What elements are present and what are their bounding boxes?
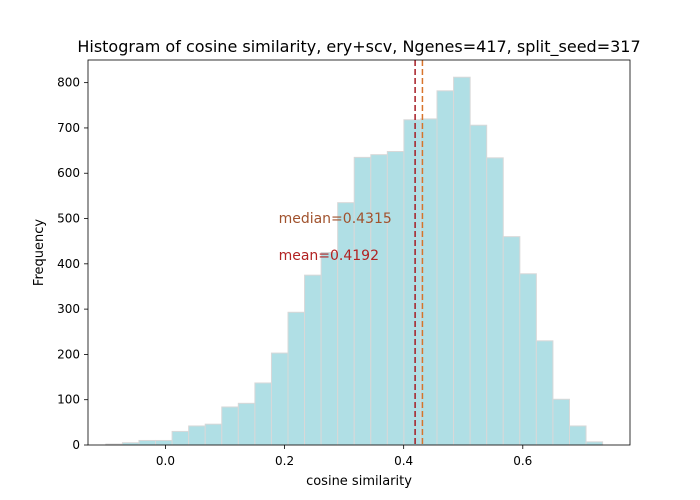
x-tick-label: 0.4 bbox=[394, 454, 413, 468]
histogram-bar bbox=[270, 352, 289, 446]
plot-frame bbox=[87, 59, 631, 446]
histogram-bar bbox=[386, 150, 405, 446]
histogram-bar bbox=[287, 311, 306, 446]
x-tick-label: 0.0 bbox=[156, 454, 175, 468]
y-tick-label: 400 bbox=[57, 257, 80, 271]
histogram-bar bbox=[204, 423, 223, 446]
histogram-bar bbox=[453, 76, 471, 446]
y-tick-label: 0 bbox=[72, 438, 80, 452]
histogram-bar bbox=[585, 441, 604, 446]
histogram-bar bbox=[552, 398, 570, 446]
y-tick-label: 100 bbox=[57, 393, 80, 407]
histogram-bar bbox=[320, 252, 339, 446]
histogram-bar bbox=[436, 90, 455, 446]
y-tick-label: 700 bbox=[57, 121, 80, 135]
y-tick-label: 200 bbox=[57, 347, 80, 361]
histogram-bar bbox=[486, 157, 504, 446]
histogram-bar bbox=[171, 430, 190, 446]
histogram-bar bbox=[188, 425, 206, 446]
histogram-bar bbox=[237, 402, 256, 446]
histogram-bar bbox=[254, 382, 272, 446]
y-axis-ticks: 0 100 200 300 400 500 600 700 800 bbox=[57, 76, 88, 452]
annotation-median: median=0.4315 bbox=[279, 211, 392, 227]
y-axis-label: Frequency bbox=[32, 219, 47, 286]
histogram-bar bbox=[469, 124, 488, 446]
histogram-bar bbox=[353, 156, 372, 446]
y-tick-label: 600 bbox=[57, 166, 80, 180]
histogram-bar bbox=[370, 154, 388, 446]
histogram-bar bbox=[138, 439, 157, 446]
histogram-bar bbox=[535, 340, 554, 446]
histogram-bar bbox=[403, 119, 421, 446]
annotations: median=0.4315 mean=0.4192 bbox=[279, 211, 392, 264]
histogram-bar bbox=[502, 236, 521, 446]
x-axis-ticks: 0.0 0.2 0.4 0.6 bbox=[156, 445, 532, 468]
y-tick-label: 800 bbox=[57, 76, 80, 90]
x-tick-label: 0.2 bbox=[275, 454, 294, 468]
histogram-bar bbox=[155, 439, 173, 446]
y-tick-label: 500 bbox=[57, 212, 80, 226]
histogram-bar bbox=[221, 406, 239, 446]
chart-title: Histogram of cosine similarity, ery+scv,… bbox=[77, 37, 640, 57]
reference-lines bbox=[414, 60, 424, 445]
x-tick-label: 0.6 bbox=[513, 454, 532, 468]
histogram-bar bbox=[568, 425, 587, 446]
annotation-mean: mean=0.4192 bbox=[279, 248, 379, 264]
histogram-bar bbox=[304, 274, 322, 446]
histogram-bar bbox=[519, 273, 537, 446]
y-tick-label: 300 bbox=[57, 302, 80, 316]
x-axis-label: cosine similarity bbox=[306, 474, 412, 489]
histogram-bars bbox=[105, 76, 604, 446]
histogram-bar bbox=[337, 202, 355, 446]
